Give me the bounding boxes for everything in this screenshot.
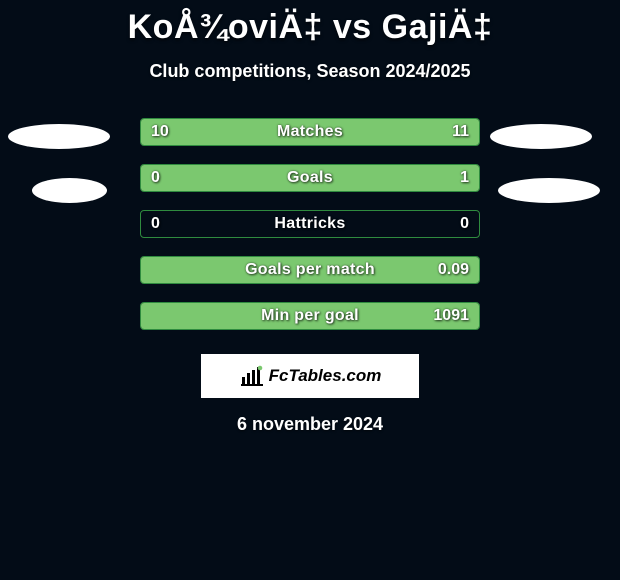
- subtitle: Club competitions, Season 2024/2025: [0, 61, 620, 82]
- stat-value-left: 0: [151, 211, 160, 237]
- date-text: 6 november 2024: [0, 414, 620, 435]
- stat-label: Goals per match: [141, 257, 479, 283]
- stat-value-left: 10: [151, 119, 169, 145]
- page-title: KoÅ¾oviÄ‡ vs GajiÄ‡: [0, 8, 620, 47]
- stat-row: Matches10 11: [140, 118, 480, 146]
- stat-row: Min per goal1091: [140, 302, 480, 330]
- stat-label: Hattricks: [141, 211, 479, 237]
- photo-placeholder-ellipse: [490, 124, 592, 149]
- photo-placeholder-ellipse: [8, 124, 110, 149]
- stat-value-right: 0.09: [438, 257, 469, 283]
- stat-label: Goals: [141, 165, 479, 191]
- stat-row: Goals0 1: [140, 164, 480, 192]
- stat-label: Matches: [141, 119, 479, 145]
- photo-placeholder-ellipse: [32, 178, 107, 203]
- stat-row: Goals per match0.09: [140, 256, 480, 284]
- comparison-widget: KoÅ¾oviÄ‡ vs GajiÄ‡ Club competitions, S…: [0, 0, 620, 580]
- stat-value-right: 1: [460, 165, 469, 191]
- stats-bars: Matches1011Goals01Hattricks00Goals per m…: [140, 118, 480, 330]
- stat-value-left: 0: [151, 165, 160, 191]
- logo: FcTables.com: [239, 365, 382, 387]
- stat-row: Hattricks0 0: [140, 210, 480, 238]
- logo-text: FcTables.com: [269, 366, 382, 386]
- logo-box[interactable]: FcTables.com: [201, 354, 419, 398]
- bar-chart-icon: [239, 365, 265, 387]
- stat-value-right: 11: [452, 119, 469, 145]
- stat-value-right: 1091: [433, 303, 469, 329]
- photo-placeholder-ellipse: [498, 178, 600, 203]
- stat-value-right: 0: [460, 211, 469, 237]
- stat-label: Min per goal: [141, 303, 479, 329]
